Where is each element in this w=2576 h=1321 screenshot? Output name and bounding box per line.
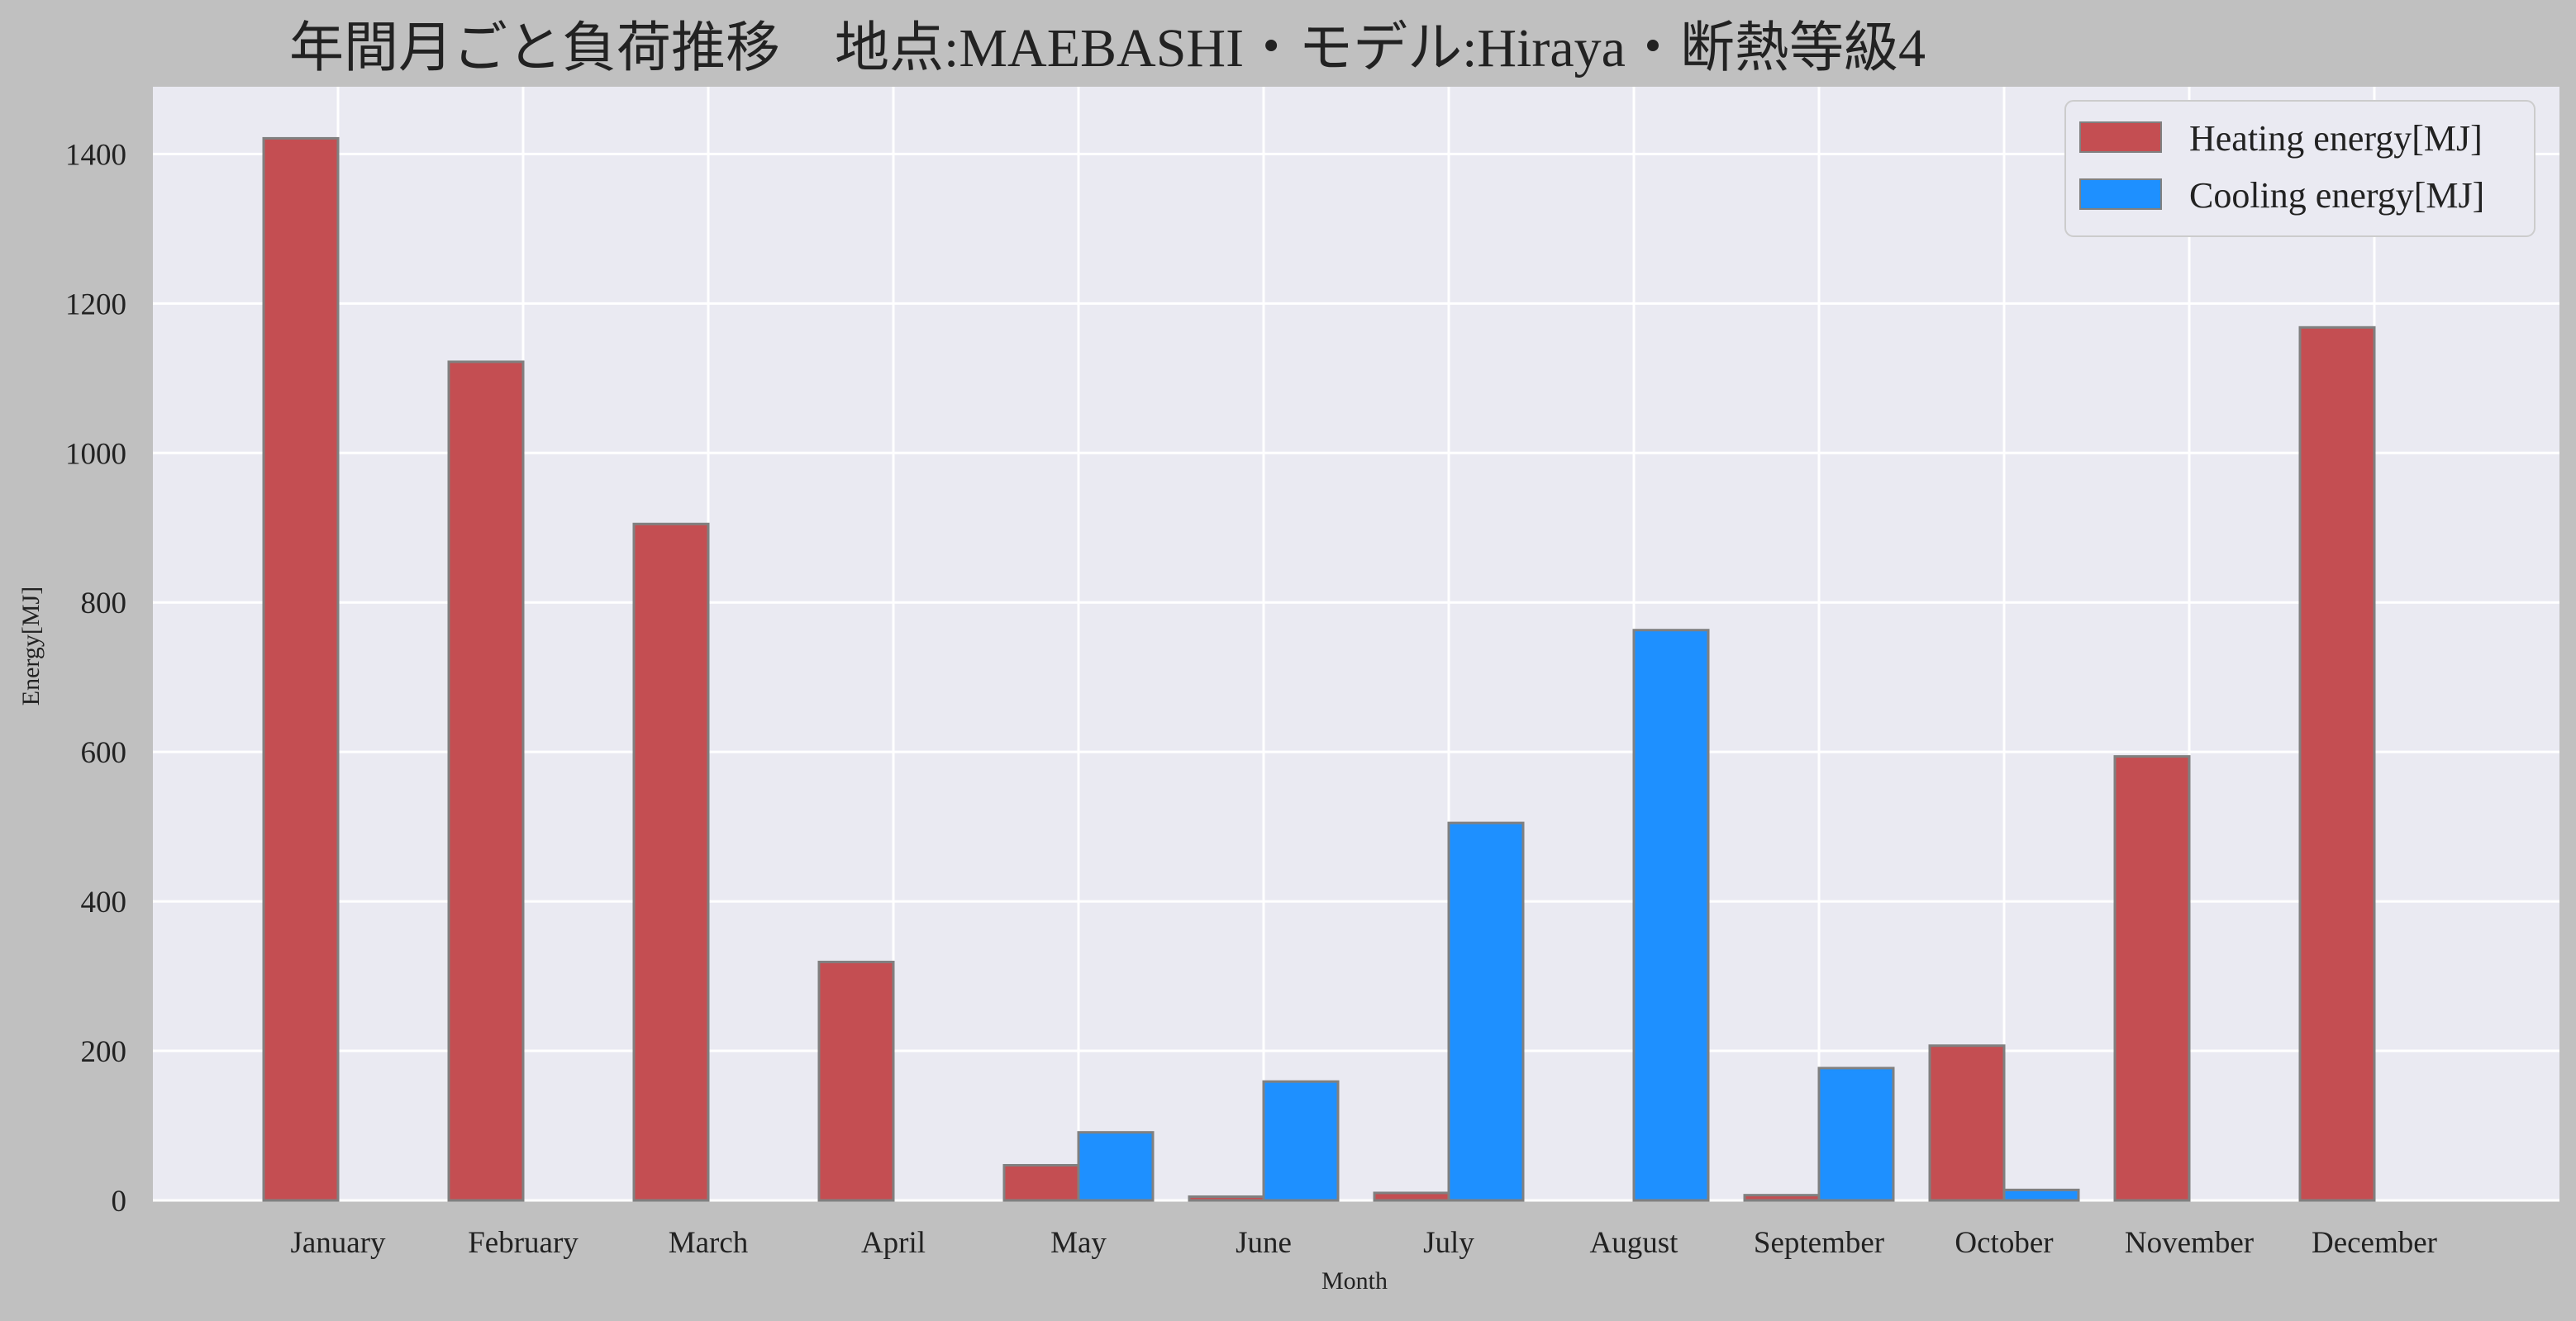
x-tick-label: August [1590,1226,1679,1260]
heating-bar-february [449,362,523,1200]
y-tick-label: 1200 [65,287,126,321]
cooling-legend-swatch [2080,179,2161,209]
plot-area [153,87,2559,1200]
heating-bar-may [1004,1165,1078,1200]
y-axis-label: Energy[MJ] [17,587,45,706]
x-axis-label: Month [1321,1267,1388,1295]
legend: Heating energy[MJ] Cooling energy[MJ] [2065,101,2535,236]
cooling-bar-august [1634,630,1708,1200]
heating-bar-july [1374,1193,1449,1200]
x-tick-label: November [2125,1226,2254,1260]
heating-bar-january [264,138,338,1200]
heating-legend-label: Heating energy[MJ] [2189,118,2483,159]
y-tick-label: 200 [81,1035,127,1069]
y-tick-label: 1400 [65,138,126,172]
heating-bar-september [1745,1195,1819,1200]
cooling-bar-september [1819,1068,1893,1200]
cooling-legend-label: Cooling energy[MJ] [2189,175,2484,216]
heating-bar-april [819,962,893,1200]
cooling-bar-july [1449,823,1523,1200]
heating-bar-december [2300,327,2374,1200]
x-tick-label: December [2312,1226,2437,1260]
x-tick-label: March [669,1226,749,1260]
cooling-bar-june [1264,1081,1338,1200]
x-tick-label: May [1050,1226,1107,1260]
y-tick-label: 1000 [65,437,126,471]
x-tick-label: June [1236,1226,1292,1260]
cooling-bar-may [1078,1133,1153,1200]
x-tick-label: October [1955,1226,2053,1260]
x-tick-label: July [1423,1226,1474,1260]
heating-bar-november [2115,757,2189,1200]
x-tick-label: February [468,1226,579,1260]
y-tick-label: 800 [81,587,127,620]
chart-title: 年間月ごと負荷推移 地点:MAEBASHI・モデル:Hiraya・断熱等級4 [289,18,1926,78]
y-tick-label: 0 [112,1185,127,1219]
x-tick-label: April [861,1226,926,1260]
y-tick-label: 400 [81,886,127,919]
heating-bar-march [634,524,708,1200]
y-tick-label: 600 [81,736,127,770]
x-tick-label: January [290,1226,386,1260]
x-tick-label: September [1754,1226,1884,1260]
heating-legend-swatch [2080,122,2161,152]
heating-bar-june [1189,1196,1264,1200]
heating-bar-october [1930,1046,2004,1200]
cooling-bar-october [2004,1190,2078,1200]
